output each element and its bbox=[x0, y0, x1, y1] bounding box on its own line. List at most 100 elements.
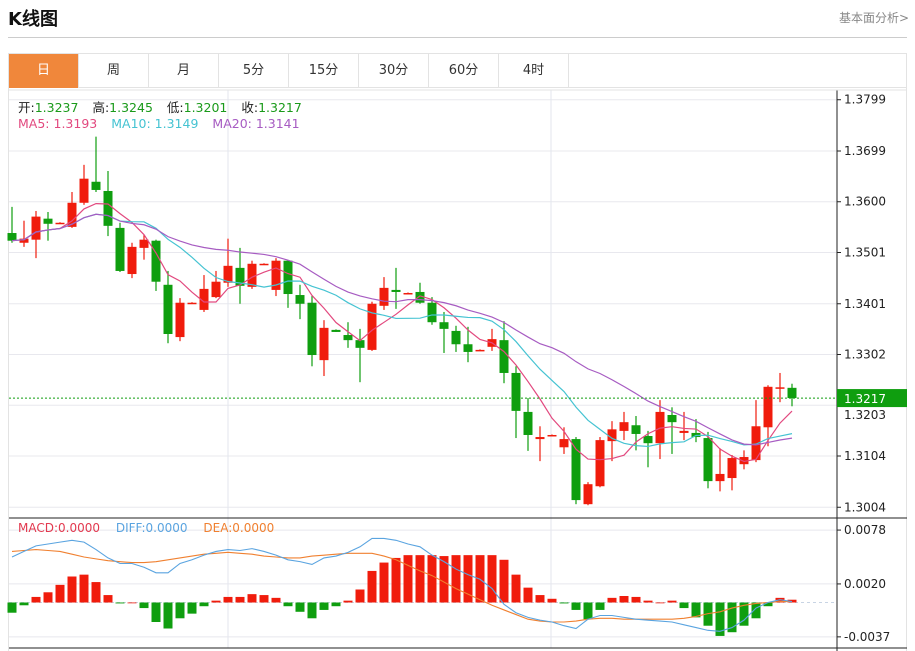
candle-body bbox=[247, 263, 257, 287]
open-label: 开: bbox=[18, 100, 35, 115]
macd-histogram-bar bbox=[79, 574, 89, 603]
tab-60min[interactable]: 60分 bbox=[429, 54, 499, 88]
candle-body bbox=[751, 426, 761, 461]
macd-histogram-bar bbox=[163, 602, 173, 629]
candle-body bbox=[451, 330, 461, 345]
candle-body bbox=[727, 458, 737, 479]
candle-body bbox=[331, 329, 341, 332]
tab-day[interactable]: 日 bbox=[9, 54, 79, 88]
candle bbox=[199, 275, 209, 312]
tab-5min[interactable]: 5分 bbox=[219, 54, 289, 88]
macd-histogram-bar bbox=[751, 602, 761, 619]
candle bbox=[403, 292, 413, 295]
candle-body bbox=[355, 340, 365, 348]
tab-15min[interactable]: 15分 bbox=[289, 54, 359, 88]
candle-body bbox=[607, 429, 617, 442]
last-price-badge bbox=[837, 389, 907, 408]
candle-body bbox=[139, 239, 149, 248]
tab-4hour[interactable]: 4时 bbox=[499, 54, 569, 88]
fundamental-analysis-link[interactable]: 基本面分析> bbox=[838, 11, 909, 25]
candle-body bbox=[115, 227, 125, 271]
tab-week[interactable]: 周 bbox=[79, 54, 149, 88]
close-label: 收: bbox=[241, 100, 259, 115]
macd-histogram-bar bbox=[715, 602, 725, 636]
candle bbox=[595, 437, 605, 488]
tab-30min[interactable]: 30分 bbox=[359, 54, 429, 88]
candle bbox=[775, 372, 785, 403]
candle-body bbox=[19, 238, 29, 243]
candle-body bbox=[679, 430, 689, 433]
candle bbox=[79, 164, 89, 205]
macd-histogram-bar bbox=[535, 595, 545, 603]
price-tick-label: 1.3401 bbox=[844, 297, 886, 311]
candle-body bbox=[667, 414, 677, 423]
macd-histogram-bar bbox=[619, 596, 629, 603]
candle bbox=[703, 431, 713, 489]
macd-histogram-bar bbox=[295, 602, 305, 612]
candle bbox=[31, 210, 41, 259]
price-tick-label: 1.3104 bbox=[844, 449, 886, 463]
candle-body bbox=[235, 267, 245, 286]
candle bbox=[127, 242, 137, 279]
candle bbox=[367, 301, 377, 351]
candle-body bbox=[715, 473, 725, 482]
macd-histogram-bar bbox=[607, 597, 617, 603]
ohlc-readout: 开:1.3237 高:1.3245 低:1.3201 收:1.3217 bbox=[18, 97, 312, 116]
candle bbox=[115, 222, 125, 272]
macd-histogram-bar bbox=[655, 602, 665, 604]
macd-value: 0.0000 bbox=[58, 521, 101, 535]
candle bbox=[667, 407, 677, 454]
candle bbox=[7, 206, 17, 243]
diff-line bbox=[11, 537, 793, 632]
macd-tick-label: 0.0020 bbox=[844, 577, 886, 591]
macd-histogram-bar bbox=[439, 556, 449, 603]
macd-histogram-bar bbox=[211, 600, 221, 603]
chart-container[interactable] bbox=[8, 88, 907, 651]
candle-body bbox=[787, 387, 797, 399]
ma10-value: 1.3149 bbox=[154, 116, 199, 131]
candle bbox=[439, 311, 449, 353]
macd-histogram-bar bbox=[139, 602, 149, 609]
ma10-line bbox=[11, 213, 793, 448]
macd-histogram-bar bbox=[199, 602, 209, 607]
candle bbox=[535, 426, 545, 462]
macd-histogram-bar bbox=[31, 596, 41, 603]
candle-body bbox=[583, 484, 593, 505]
candle bbox=[631, 416, 641, 451]
candle bbox=[643, 430, 653, 468]
candle bbox=[295, 284, 305, 320]
candle-body bbox=[163, 284, 173, 334]
diff-label: DIFF: bbox=[115, 521, 146, 535]
open-value: 1.3237 bbox=[34, 100, 79, 115]
candle-body bbox=[7, 233, 17, 241]
macd-histogram-bar bbox=[511, 574, 521, 603]
macd-histogram-bar bbox=[451, 555, 461, 603]
dea-line bbox=[11, 549, 792, 623]
macd-histogram-bar bbox=[319, 602, 329, 610]
candle-body bbox=[463, 344, 473, 352]
candle-body bbox=[211, 281, 221, 298]
macd-histogram-bar bbox=[463, 555, 473, 603]
macd-histogram-bar bbox=[103, 595, 113, 603]
macd-histogram-bar bbox=[43, 592, 53, 603]
candle-body bbox=[763, 386, 773, 428]
macd-tick-label: -0.0037 bbox=[844, 630, 890, 644]
candle bbox=[319, 320, 329, 377]
macd-histogram-bar bbox=[259, 595, 269, 603]
macd-histogram-bar bbox=[151, 602, 161, 622]
candle bbox=[343, 322, 353, 348]
candle-body bbox=[619, 422, 629, 431]
macd-histogram-bar bbox=[643, 600, 653, 603]
macd-histogram-bar bbox=[91, 582, 101, 603]
candle bbox=[451, 325, 461, 352]
candle-body bbox=[319, 327, 329, 361]
macd-histogram-bar bbox=[247, 594, 257, 603]
tab-month[interactable]: 月 bbox=[149, 54, 219, 88]
ma20-line bbox=[11, 213, 793, 446]
candle-body bbox=[343, 335, 353, 341]
dea-label: DEA: bbox=[203, 521, 233, 535]
period-tabs: 日 周 月 5分 15分 30分 60分 4时 bbox=[8, 53, 907, 88]
price-tick-label: 1.3600 bbox=[844, 195, 886, 209]
macd-histogram-bar bbox=[559, 602, 569, 604]
